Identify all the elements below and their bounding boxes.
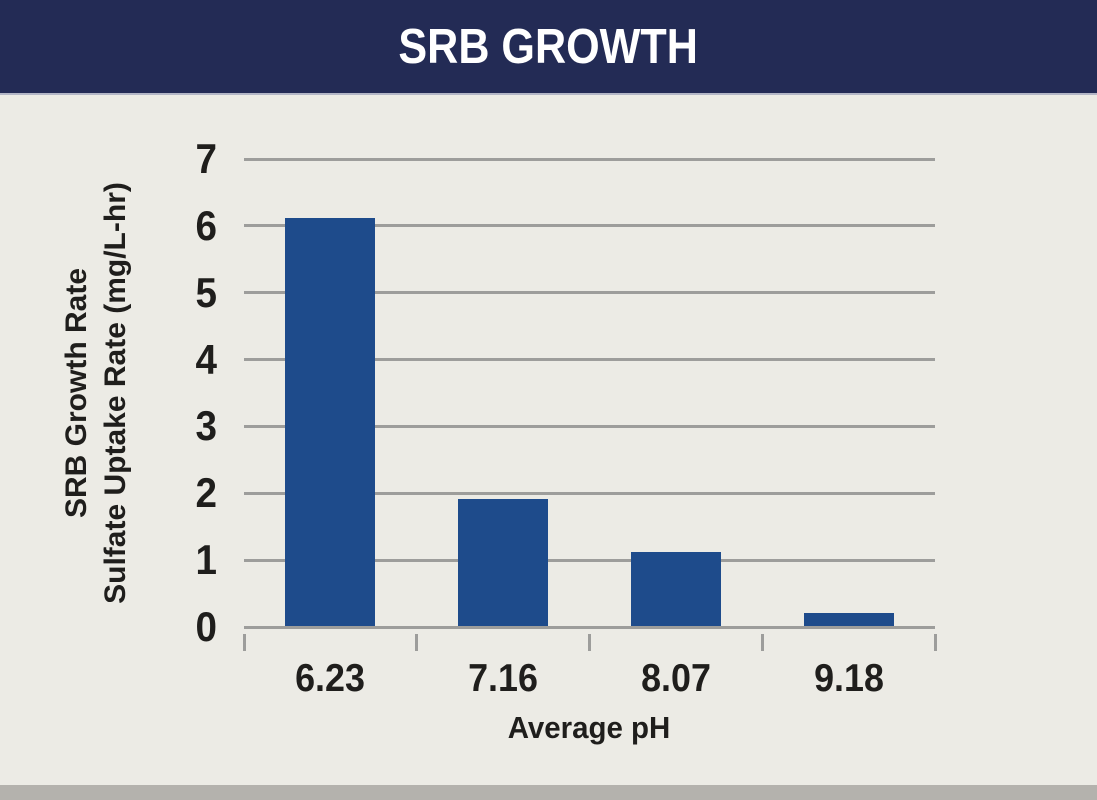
y-axis-label: SRB Growth Rate Sulfate Uptake Rate (mg/… xyxy=(57,182,135,604)
x-tick xyxy=(933,634,937,651)
y-tick-label: 6 xyxy=(195,201,217,249)
y-tick-label: 4 xyxy=(195,335,217,383)
gridline xyxy=(244,291,935,295)
x-tick xyxy=(415,634,419,651)
y-tick-label: 1 xyxy=(195,536,217,584)
gridline xyxy=(244,224,935,228)
y-tick-label: 0 xyxy=(195,603,217,650)
footer-strip xyxy=(0,785,1097,800)
bar-7.16 xyxy=(458,498,549,626)
gridline xyxy=(244,424,935,428)
x-axis-label: Average pH xyxy=(507,710,671,745)
y-tick-label: 7 xyxy=(195,135,217,182)
x-category-label: 8.07 xyxy=(640,657,711,700)
gridline xyxy=(244,491,935,495)
bar-6.23 xyxy=(285,218,376,626)
x-category-label: 9.18 xyxy=(813,657,884,700)
header-banner: SRB GROWTH xyxy=(0,0,1097,95)
y-tick-label: 3 xyxy=(195,402,217,450)
gridline xyxy=(244,558,935,562)
bar-9.18 xyxy=(803,612,894,626)
y-axis-label-line1: SRB Growth Rate xyxy=(60,267,93,519)
x-category-label: 6.23 xyxy=(295,657,366,700)
chart-title: SRB GROWTH xyxy=(398,19,699,74)
x-tick xyxy=(588,634,591,651)
x-tick xyxy=(760,634,764,651)
y-tick-label: 2 xyxy=(195,469,217,517)
gridline xyxy=(244,358,935,362)
gridline xyxy=(244,625,935,629)
gridline xyxy=(244,157,935,161)
bar-8.07 xyxy=(630,552,721,626)
x-category-label: 7.16 xyxy=(468,657,539,700)
y-tick-label: 5 xyxy=(195,268,217,316)
plot-area xyxy=(244,157,935,629)
x-tick xyxy=(242,634,246,651)
